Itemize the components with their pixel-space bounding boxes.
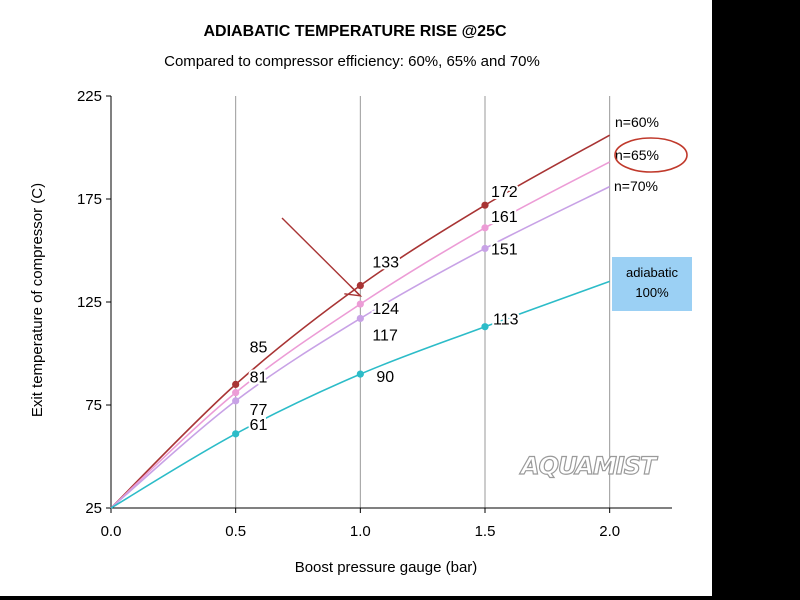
- data-label: 124: [372, 301, 399, 318]
- axis-layer: 25 75 125 175 225 0.0 0.5 1.0 1.5 2.0: [77, 88, 672, 540]
- x-tick-label: 1.5: [475, 523, 496, 540]
- highlight-circle: [614, 137, 688, 173]
- data-point: [481, 201, 489, 209]
- chart-panel: ADIABATIC TEMPERATURE RISE @25C Compared…: [0, 0, 712, 596]
- data-point: [232, 397, 240, 405]
- data-label: 161: [491, 209, 518, 226]
- y-tick-label: 25: [85, 500, 102, 517]
- annotation-layer: n=60% n=65% n=70% adiabatic 100% AQUAMIST: [281, 114, 692, 481]
- data-point: [481, 224, 489, 232]
- x-axis-label: Boost pressure gauge (bar): [295, 559, 478, 576]
- x-tick-label: 2.0: [599, 523, 620, 540]
- y-tick-label: 125: [77, 294, 102, 311]
- data-label: 117: [372, 327, 398, 344]
- data-point: [232, 389, 240, 397]
- data-point: [232, 430, 240, 438]
- x-tick-label: 1.0: [350, 523, 371, 540]
- adiabatic-box-text: 100%: [635, 285, 669, 300]
- data-point: [356, 370, 364, 378]
- x-tick-label: 0.5: [225, 523, 246, 540]
- adiabatic-box: [612, 257, 692, 311]
- y-tick-label: 175: [77, 191, 102, 208]
- series-end-label: n=65%: [615, 147, 659, 163]
- data-label: 61: [250, 417, 268, 434]
- grid-layer: [235, 96, 611, 508]
- series-layer: [110, 134, 611, 509]
- data-point: [356, 281, 364, 290]
- data-label: 172: [491, 184, 518, 201]
- y-axis-label: Exit temperature of compressor (C): [29, 183, 46, 417]
- data-point: [481, 323, 489, 331]
- data-label: 77: [250, 402, 268, 419]
- data-label: 113: [493, 312, 519, 329]
- series-end-label: n=70%: [614, 178, 658, 194]
- chart-title: ADIABATIC TEMPERATURE RISE @25C: [203, 23, 506, 40]
- chart-svg: ADIABATIC TEMPERATURE RISE @25C Compared…: [29, 23, 692, 576]
- data-point: [481, 244, 489, 253]
- y-tick-label: 75: [85, 397, 102, 414]
- data-label: 85: [250, 339, 268, 356]
- aquamist-watermark: AQUAMIST: [519, 452, 658, 480]
- y-tick-label: 225: [77, 88, 102, 105]
- annotation-arrow-head: [344, 285, 363, 297]
- series-end-label: n=60%: [615, 114, 659, 130]
- data-label: 81: [250, 370, 268, 387]
- data-point: [232, 380, 240, 388]
- data-label: 133: [372, 255, 399, 272]
- x-tick-label: 0.0: [101, 523, 122, 540]
- data-point: [356, 314, 364, 323]
- chart-subtitle: Compared to compressor efficiency: 60%, …: [164, 53, 540, 70]
- data-label: 90: [376, 369, 394, 386]
- label-layer: 85 133 172 81 124 161 77 117 151 61 90 113: [248, 182, 521, 436]
- adiabatic-box-text: adiabatic: [626, 265, 679, 280]
- data-point: [356, 300, 364, 308]
- data-label: 151: [491, 241, 518, 258]
- annotation-arrow-shaft: [281, 217, 361, 297]
